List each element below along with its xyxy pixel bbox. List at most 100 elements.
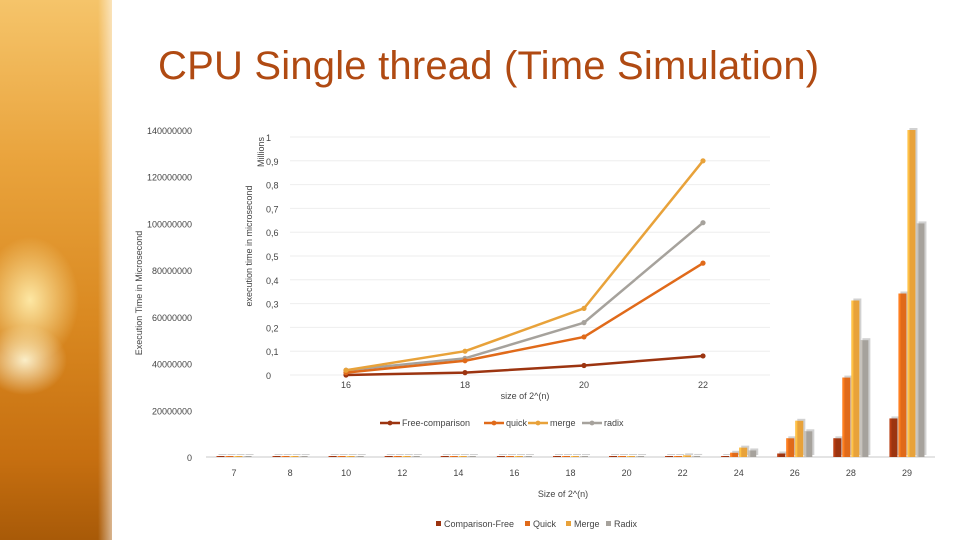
bar-shadow (404, 454, 413, 455)
bar-x-tick-label: 16 (509, 468, 519, 478)
bar-y-tick-label: 100000000 (147, 219, 192, 229)
bar-highlight (562, 456, 564, 457)
line-x-tick-label: 18 (460, 380, 470, 390)
bar-merge-22 (683, 455, 692, 457)
bar-comparison-free-24 (721, 456, 730, 457)
bar-radix-8 (299, 456, 308, 457)
bar-radix-7 (243, 456, 252, 457)
bar-shadow (274, 454, 283, 455)
bar-highlight (674, 456, 677, 457)
line-point-quick (462, 358, 468, 364)
bar-legend-label: Comparison-Free (444, 519, 514, 529)
line-y-tick-label: 0,4 (266, 276, 279, 286)
bar-highlight (290, 456, 293, 457)
bar-comparison-free-16 (496, 456, 505, 457)
bar-shadow (582, 454, 590, 455)
line-legend-label: radix (604, 418, 624, 428)
bar-shadow (469, 454, 478, 455)
line-x-tick-label: 16 (341, 380, 351, 390)
bar-quick-12 (393, 456, 402, 457)
bar-highlight (328, 456, 331, 457)
bar-x-tick-label: 7 (232, 468, 237, 478)
bar-highlight (721, 456, 724, 457)
bar-shadow (685, 453, 694, 455)
bar-highlight (777, 453, 780, 457)
bar-shadow (386, 454, 395, 455)
bar-legend-swatch (436, 521, 441, 526)
bar-radix-10 (355, 456, 364, 457)
bar-shadow (292, 454, 301, 455)
line-y-tick-label: 0,1 (266, 347, 279, 357)
bar-y-tick-label: 80000000 (152, 266, 192, 276)
line-y-tick-label: 0,8 (266, 181, 279, 191)
bar-merge-26 (795, 420, 804, 457)
bar-shadow (339, 454, 348, 455)
bar-x-tick-label: 8 (288, 468, 293, 478)
line-series-quick (345, 262, 704, 374)
line-x-axis-title: size of 2^(n) (501, 391, 550, 401)
bar-y-tick-label: 40000000 (152, 360, 192, 370)
bar-highlight (505, 456, 508, 457)
bar-highlight (916, 223, 919, 457)
line-point-merge (581, 305, 587, 311)
bar-legend-swatch (606, 521, 611, 526)
bar-highlight (692, 455, 695, 457)
bar-y-axis-title: Execution Time in Microsecond (134, 231, 144, 356)
bar-shadow (629, 454, 638, 455)
bar-quick-22 (674, 456, 683, 457)
bar-highlight (571, 456, 573, 457)
bar-highlight (467, 456, 470, 457)
bar-shadow (676, 454, 685, 455)
bar-highlight (748, 450, 751, 457)
bar-legend-swatch (566, 521, 571, 526)
bar-quick-7 (225, 456, 234, 457)
line-y-tick-label: 0,3 (266, 300, 279, 310)
bar-quick-26 (786, 438, 795, 457)
bar-x-tick-label: 20 (622, 468, 632, 478)
bar-highlight (786, 438, 789, 457)
bar-y-tick-label: 120000000 (147, 173, 192, 183)
line-y-tick-label: 0,7 (266, 204, 279, 214)
bar-x-tick-label: 24 (734, 468, 744, 478)
bar-highlight (860, 340, 863, 457)
bar-shadow (573, 454, 581, 455)
bar-highlight (804, 431, 807, 457)
line-point-quick (581, 334, 587, 340)
bar-shadow (245, 454, 254, 455)
bar-highlight (618, 456, 621, 457)
bar-highlight (384, 456, 387, 457)
bar-shadow (218, 454, 227, 455)
bar-highlight (402, 456, 405, 457)
bar-radix-22 (692, 455, 701, 457)
line-y-tick-label: 0 (266, 371, 271, 381)
bar-x-tick-label: 26 (790, 468, 800, 478)
bar-shadow (779, 451, 788, 455)
bar-highlight (458, 456, 461, 457)
bar-merge-14 (458, 456, 467, 457)
bar-shadow (301, 454, 310, 455)
bar-shadow (395, 454, 404, 455)
bar-shadow (236, 454, 245, 455)
bar-shadow (694, 453, 703, 455)
bar-highlight (907, 130, 910, 457)
bar-highlight (346, 456, 349, 457)
bar-shadow (564, 454, 572, 455)
bar-shadow (555, 454, 563, 455)
bar-shadow (723, 454, 732, 455)
bar-quick-28 (842, 377, 851, 457)
bar-merge-20 (627, 456, 636, 457)
line-point-merge (700, 158, 706, 164)
bar-x-tick-label: 22 (678, 468, 688, 478)
bar-highlight (393, 456, 396, 457)
bar-radix-20 (636, 456, 645, 457)
line-legend-marker (535, 420, 541, 426)
bar-merge-18 (571, 456, 579, 457)
bar-highlight (609, 456, 612, 457)
bar-highlight (337, 456, 340, 457)
line-x-tick-label: 22 (698, 380, 708, 390)
bar-highlight (795, 420, 798, 457)
bar-radix-29 (916, 223, 925, 457)
bar-highlight (523, 456, 526, 457)
bar-radix-12 (411, 456, 420, 457)
bar-shadow (283, 454, 292, 455)
